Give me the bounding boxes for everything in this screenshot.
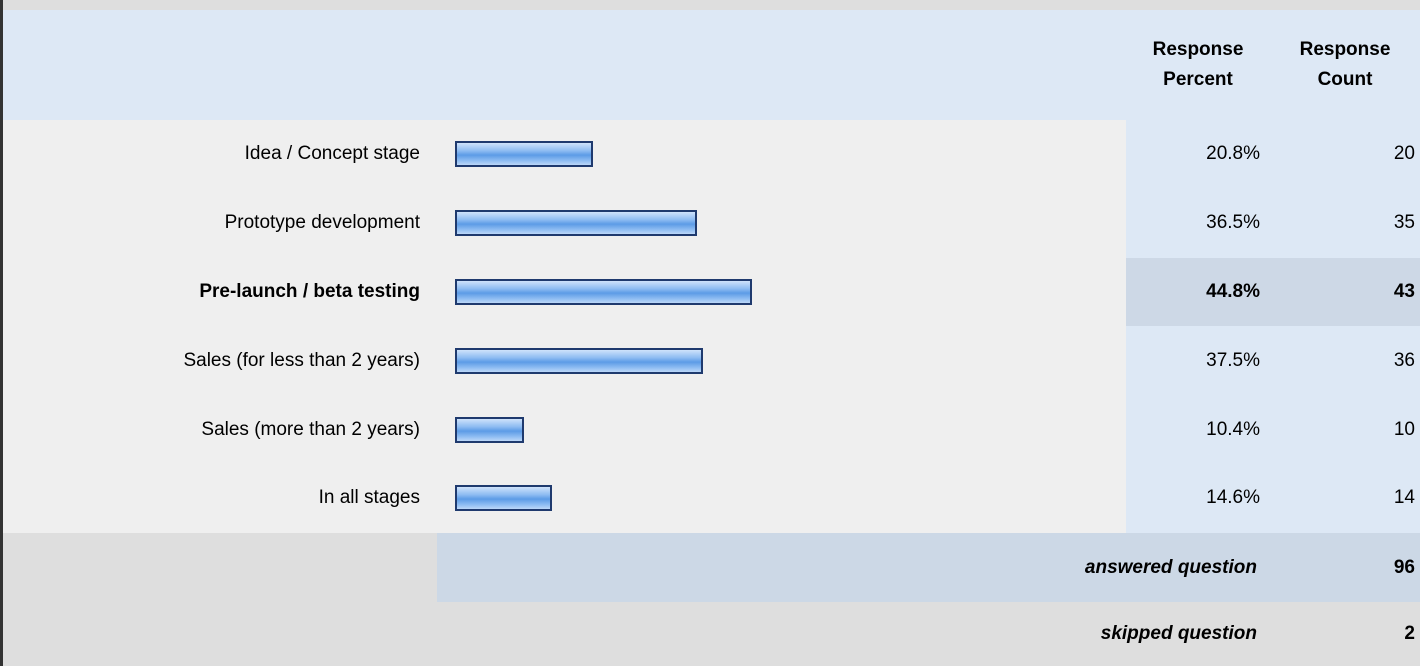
- response-percent: 44.8%: [1206, 280, 1260, 302]
- response-count: 14: [1393, 487, 1415, 509]
- column-header: Response Percent: [1152, 39, 1244, 90]
- percent-cell-bg: [1126, 188, 1420, 258]
- bar: [455, 416, 524, 443]
- response-percent: 10.4%: [1206, 418, 1260, 440]
- row-band: [3, 395, 1126, 464]
- answered-value: 96: [1393, 556, 1415, 578]
- response-percent: 20.8%: [1206, 143, 1260, 165]
- row-label: In all stages: [318, 487, 420, 509]
- percent-cell-bg: [1126, 464, 1420, 533]
- bar: [455, 210, 697, 237]
- answered-label: answered question: [1084, 556, 1257, 578]
- row-label: Sales (for less than 2 years): [183, 349, 420, 371]
- left-border: [0, 0, 3, 666]
- percent-cell-bg: [1126, 326, 1420, 396]
- bar: [455, 347, 704, 374]
- row-label: Idea / Concept stage: [244, 143, 420, 165]
- skipped-label: skipped question: [1100, 623, 1257, 644]
- response-count: 10: [1393, 418, 1415, 440]
- percent-cell-bg: [1126, 257, 1420, 327]
- row-label: Sales (more than 2 years): [201, 418, 420, 440]
- bar: [455, 485, 552, 512]
- bar: [455, 141, 593, 168]
- response-percent: 37.5%: [1206, 349, 1260, 371]
- answered-band: [437, 533, 1420, 602]
- response-percent: 36.5%: [1206, 212, 1260, 234]
- response-count: 36: [1393, 349, 1415, 371]
- response-count: 20: [1393, 143, 1415, 165]
- row-band: [3, 464, 1126, 533]
- bar: [455, 279, 752, 305]
- column-header: Response Count: [1299, 39, 1391, 90]
- row-label: Prototype development: [224, 212, 420, 234]
- response-percent: 14.6%: [1206, 487, 1260, 509]
- percent-cell-bg: [1126, 120, 1420, 189]
- row-label: Pre-launch / beta testing: [199, 280, 420, 302]
- percent-cell-bg: [1126, 395, 1420, 464]
- response-count: 35: [1393, 212, 1415, 234]
- skipped-value: 2: [1404, 623, 1415, 644]
- header-band: [3, 10, 1420, 120]
- response-count: 43: [1393, 280, 1415, 302]
